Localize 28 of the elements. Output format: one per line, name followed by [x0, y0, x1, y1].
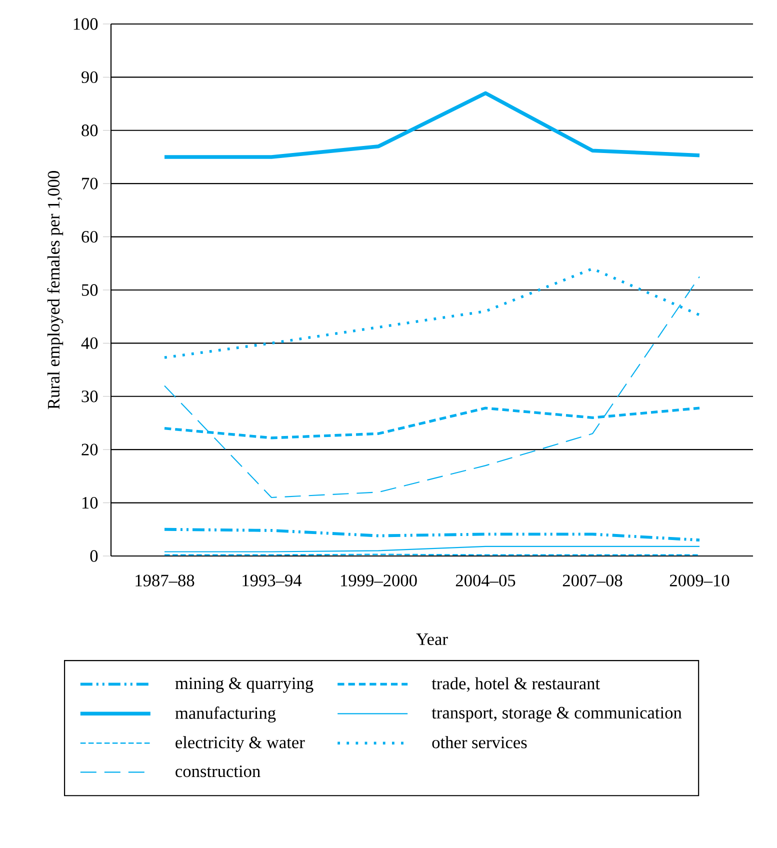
legend-label: other services: [432, 736, 527, 748]
y-tick-label: 10: [82, 496, 98, 509]
legend-label: electricity & water: [176, 736, 305, 752]
y-axis-title: Rural employed females per 1,000: [47, 171, 64, 410]
x-tick-label: 1993–94: [242, 574, 302, 586]
y-tick-label: 60: [82, 230, 98, 243]
y-tick-label: 80: [82, 124, 98, 136]
legend-label: construction: [176, 765, 260, 778]
legend-label: trade, hotel & restaurant: [432, 677, 600, 692]
x-tick-label: 1987–88: [136, 574, 194, 586]
x-tick-label: 1999–2000: [341, 574, 417, 586]
y-tick-label: 90: [82, 71, 98, 84]
x-tick-label: 2004–05: [456, 574, 516, 586]
y-tick-label: 0: [90, 550, 98, 562]
x-tick-label: 2009–10: [670, 574, 730, 586]
y-tick-label: 40: [81, 337, 98, 350]
line-series: [163, 528, 701, 542]
x-axis-title: Year: [416, 634, 448, 646]
y-tick-label: 20: [82, 444, 98, 456]
y-tick-label: 70: [82, 178, 98, 190]
y-tick-label: 50: [82, 284, 98, 296]
y-tick-label: 30: [82, 390, 98, 402]
line-series: [162, 91, 702, 159]
x-tick-label: 2007–08: [562, 574, 622, 586]
legend-label: mining & quarrying: [175, 677, 314, 693]
legend-label: manufacturing: [175, 706, 276, 723]
y-tick-label: 100: [74, 18, 98, 30]
legend-label: transport, storage & communication: [432, 706, 682, 722]
